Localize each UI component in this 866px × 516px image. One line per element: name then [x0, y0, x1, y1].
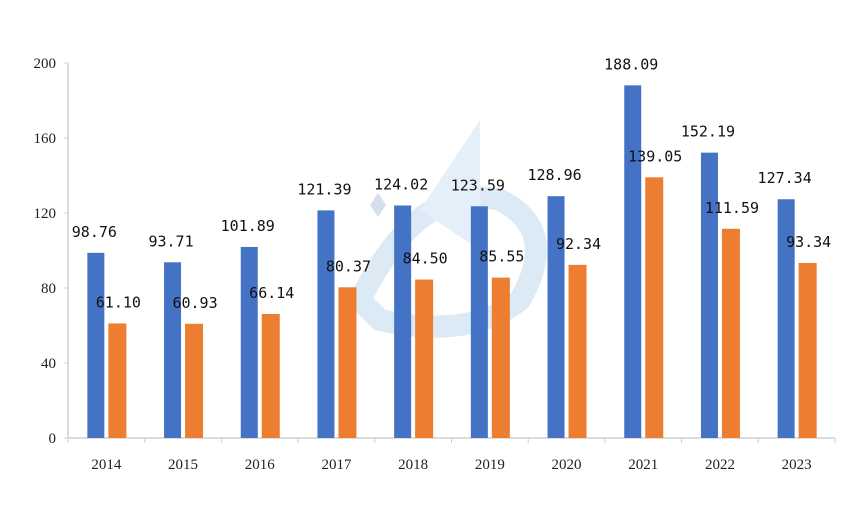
- y-tick-label: 200: [34, 56, 57, 72]
- x-tick-label: 2019: [475, 457, 505, 473]
- data-label-series-2: 85.55: [479, 248, 524, 266]
- bar-series-2: [415, 279, 434, 438]
- data-label-series-1: 123.59: [451, 176, 505, 194]
- bar-series-2: [338, 287, 357, 438]
- bar-series-2: [645, 177, 664, 438]
- bar-series-1: [624, 85, 642, 439]
- x-tick-label: 2018: [398, 457, 428, 473]
- data-label-series-2: 139.05: [628, 147, 682, 165]
- x-tick-label: 2017: [321, 457, 352, 473]
- bar-series-1: [470, 206, 488, 438]
- bar-series-2: [798, 262, 817, 438]
- data-label-series-2: 92.34: [556, 235, 601, 253]
- bar-series-1: [547, 196, 565, 438]
- data-label-series-2: 111.59: [705, 199, 759, 217]
- bar-series-2: [108, 323, 127, 438]
- y-tick-label: 160: [34, 131, 57, 147]
- data-label-series-2: 80.37: [326, 257, 371, 275]
- bar-series-1: [777, 199, 795, 438]
- data-label-series-1: 124.02: [374, 175, 428, 193]
- x-tick-label: 2022: [705, 457, 735, 473]
- data-label-series-1: 128.96: [527, 166, 581, 184]
- data-label-series-2: 84.50: [403, 250, 448, 268]
- bar-series-2: [721, 228, 740, 438]
- data-label-series-1: 93.71: [148, 232, 193, 250]
- x-tick-label: 2014: [91, 457, 122, 473]
- y-tick-label: 0: [49, 431, 57, 447]
- bar-series-2: [261, 313, 280, 438]
- y-tick-label: 80: [41, 281, 56, 297]
- x-tick-label: 2016: [245, 457, 276, 473]
- x-tick-label: 2021: [628, 457, 658, 473]
- bar-series-1: [700, 152, 718, 439]
- bar-series-2: [568, 264, 587, 438]
- data-label-series-2: 93.34: [786, 233, 831, 251]
- data-label-series-1: 152.19: [681, 123, 735, 141]
- watermark-logo: [346, 120, 547, 338]
- data-label-series-2: 66.14: [249, 284, 294, 302]
- bar-series-1: [240, 246, 258, 438]
- bar-series-1: [317, 210, 335, 438]
- data-label-series-2: 60.93: [172, 294, 217, 312]
- data-label-series-1: 188.09: [604, 55, 658, 73]
- data-label-series-2: 61.10: [96, 293, 141, 311]
- data-label-series-1: 127.34: [758, 169, 812, 187]
- x-tick-label: 2015: [168, 457, 198, 473]
- y-tick-label: 120: [34, 206, 57, 222]
- data-label-series-1: 121.39: [297, 180, 351, 198]
- data-label-series-1: 98.76: [72, 223, 117, 241]
- data-label-series-1: 101.89: [221, 217, 275, 235]
- bar-series-1: [394, 205, 412, 438]
- bar-series-2: [491, 277, 510, 438]
- bar-series-2: [185, 323, 204, 438]
- x-tick-label: 2023: [782, 457, 812, 473]
- y-tick-label: 40: [41, 356, 56, 372]
- bar-series-1: [164, 262, 182, 438]
- bar-series-1: [87, 252, 105, 438]
- x-tick-label: 2020: [552, 457, 582, 473]
